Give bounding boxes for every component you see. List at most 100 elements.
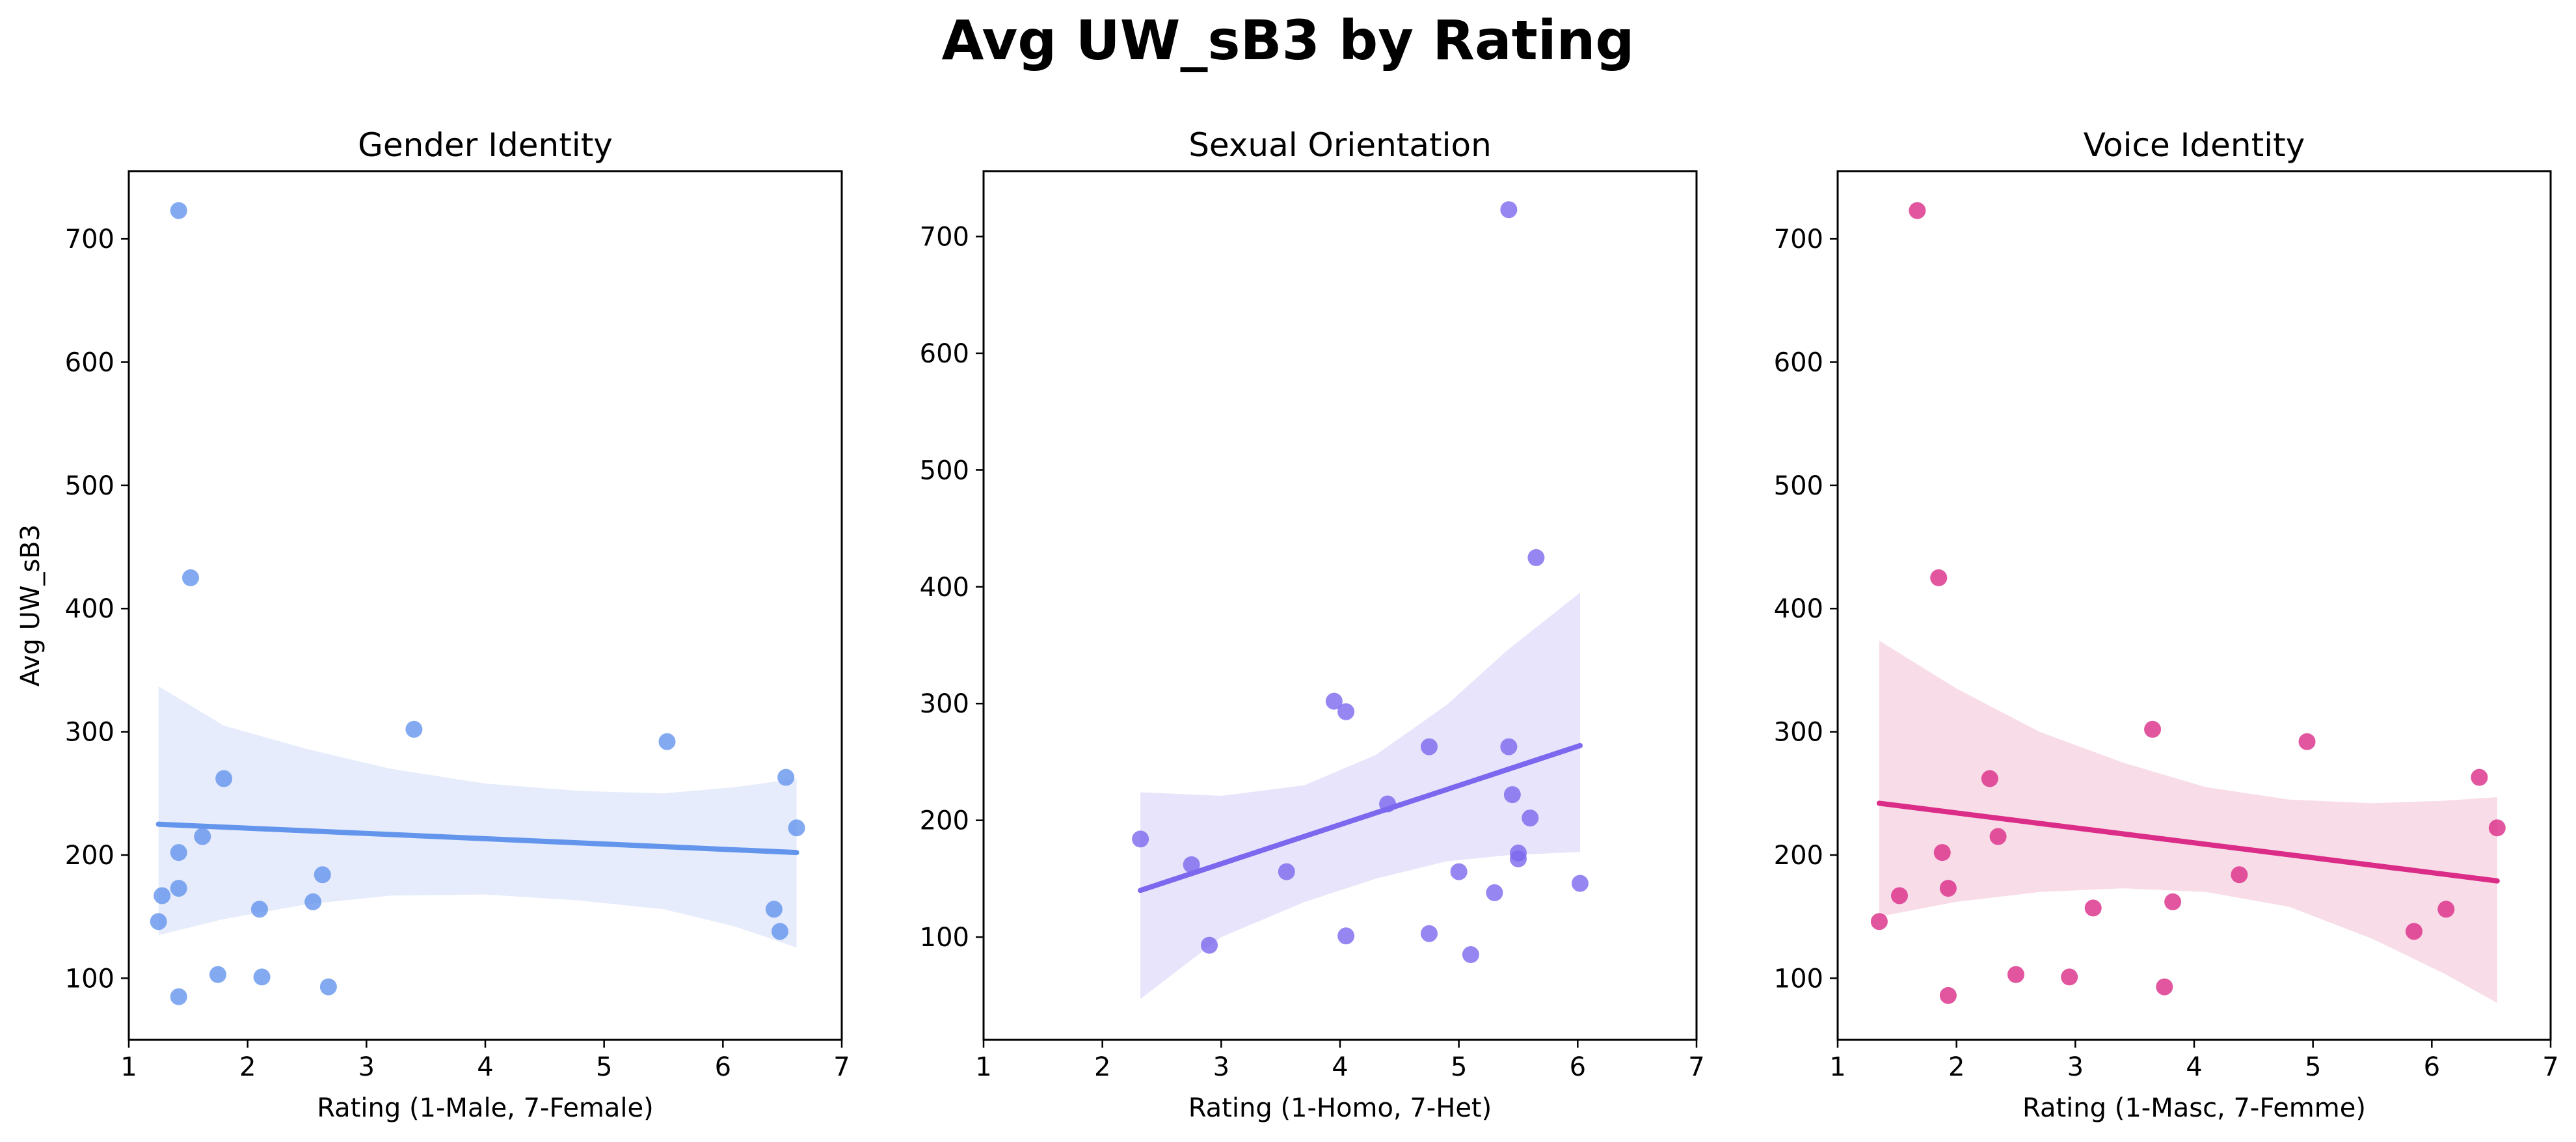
data-point <box>405 720 423 738</box>
data-point <box>1450 863 1468 880</box>
x-tick-label: 2 <box>239 1052 256 1082</box>
y-tick-label: 500 <box>65 471 114 501</box>
panel-title: Sexual Orientation <box>1188 126 1492 164</box>
plot-frame <box>982 170 1698 1041</box>
data-point <box>2144 720 2162 738</box>
data-point <box>1421 738 1438 755</box>
y-tick-label: 500 <box>920 455 969 485</box>
data-point <box>1571 875 1589 892</box>
x-tick-label: 7 <box>2542 1052 2558 1082</box>
data-point <box>209 966 226 983</box>
x-tick-label: 1 <box>975 1052 991 1082</box>
regression-line <box>1138 742 1583 893</box>
x-tick-label: 1 <box>1829 1052 1845 1082</box>
regression-line <box>155 821 799 856</box>
y-axis-label: Avg UW_sB3 <box>16 524 46 687</box>
data-point <box>1870 913 1888 931</box>
y-tick-label: 600 <box>65 348 114 378</box>
x-tick-label: 5 <box>596 1052 612 1082</box>
data-point <box>1939 986 1957 1004</box>
x-axis-label: Rating (1-Male, 7-Female) <box>317 1093 653 1123</box>
x-axis-label: Rating (1-Homo, 7-Het) <box>1188 1093 1492 1123</box>
data-point <box>1379 795 1397 813</box>
data-point <box>1132 830 1149 848</box>
y-tick-label: 400 <box>65 594 114 624</box>
data-point <box>1337 703 1355 720</box>
confidence-band <box>1879 640 2497 1003</box>
y-tick-label: 300 <box>1774 718 1823 748</box>
y-tick-label: 600 <box>1774 348 1823 378</box>
data-point <box>253 968 271 986</box>
data-point <box>1933 844 1951 862</box>
data-point <box>319 978 337 996</box>
x-tick-label: 3 <box>1213 1052 1229 1082</box>
chart-panel-1: 1 2 3 4 5 6 7 100 200 300 400 500 600 700 Gender Ident… <box>16 126 850 1123</box>
data-point <box>1981 770 1998 787</box>
y-tick-label: 500 <box>1774 471 1823 501</box>
data-point <box>788 819 805 837</box>
x-tick-label: 3 <box>2067 1052 2084 1082</box>
data-point <box>170 880 187 897</box>
data-point <box>1522 809 1539 827</box>
data-point <box>304 893 322 910</box>
data-point <box>1486 884 1503 901</box>
data-point <box>1278 863 1295 880</box>
data-point <box>170 988 187 1005</box>
x-tick-label: 6 <box>1570 1052 1586 1082</box>
data-point <box>2405 923 2422 940</box>
data-point <box>2298 733 2316 750</box>
y-tick-label: 200 <box>65 841 114 871</box>
data-point <box>1325 692 1343 710</box>
x-tick-label: 7 <box>1688 1052 1704 1082</box>
data-point <box>1930 569 1948 586</box>
x-tick-label: 1 <box>120 1052 137 1082</box>
y-tick-label: 700 <box>920 222 969 252</box>
y-tick-label: 300 <box>920 689 969 719</box>
chart-panel-2: 1 2 3 4 5 6 7 100 200 300 400 500 600 700 Sexual Orien… <box>920 126 1705 1123</box>
data-point <box>1989 828 2007 845</box>
data-point <box>1500 738 1518 755</box>
y-tick-label: 100 <box>65 964 114 994</box>
data-point <box>658 733 676 750</box>
data-point <box>2156 978 2173 996</box>
data-point <box>250 901 268 918</box>
confidence-band <box>1140 592 1580 999</box>
data-point <box>1909 202 1926 219</box>
data-point <box>154 887 171 904</box>
data-point <box>194 828 211 845</box>
data-point <box>1201 936 1218 954</box>
x-tick-label: 7 <box>833 1052 850 1082</box>
x-tick-label: 2 <box>1094 1052 1110 1082</box>
y-tick-label: 400 <box>920 573 969 603</box>
data-point <box>170 844 187 862</box>
y-tick-label: 600 <box>920 339 969 369</box>
data-point <box>2488 819 2506 837</box>
x-tick-label: 3 <box>358 1052 375 1082</box>
data-point <box>181 569 199 586</box>
data-point <box>2471 768 2488 786</box>
data-point <box>2437 901 2455 918</box>
x-tick-label: 4 <box>1332 1052 1348 1082</box>
data-point <box>2164 893 2182 910</box>
x-tick-label: 6 <box>715 1052 731 1082</box>
data-point <box>1890 887 1908 904</box>
panel-title: Voice Identity <box>2084 126 2305 164</box>
data-point <box>170 202 187 219</box>
data-point <box>765 901 783 918</box>
data-point <box>1183 856 1200 873</box>
data-point <box>1462 946 1479 964</box>
y-tick-label: 300 <box>65 718 114 748</box>
y-tick-label: 200 <box>920 806 969 836</box>
x-tick-label: 5 <box>2305 1052 2321 1082</box>
y-tick-label: 100 <box>920 923 969 953</box>
data-point <box>1503 786 1521 804</box>
chart-panel-3: 1 2 3 4 5 6 7 100 200 300 400 500 600 700 Voice Identi… <box>1774 126 2559 1123</box>
data-point <box>314 866 331 884</box>
x-tick-label: 4 <box>477 1052 493 1082</box>
x-tick-label: 6 <box>2424 1052 2440 1082</box>
data-point <box>771 923 789 940</box>
data-point <box>2007 966 2024 983</box>
y-tick-label: 400 <box>1774 594 1823 624</box>
data-point <box>1939 880 1957 897</box>
